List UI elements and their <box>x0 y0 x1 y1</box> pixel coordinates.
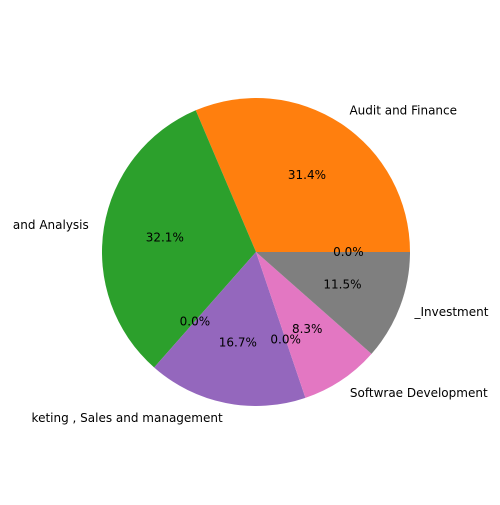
slice-percent-unlabeled-2: 0.0% <box>180 314 211 328</box>
slice-label-softwrae-development-5: Softwrae Development <box>350 386 488 400</box>
slice-percent-keting-sales-and-management-3: 16.7% <box>219 336 257 350</box>
pie-slice-and-analysis-1 <box>102 110 256 368</box>
slice-percent-investment-6: 11.5% <box>323 278 361 292</box>
slice-label-and-analysis-1: and Analysis <box>13 218 89 232</box>
pie-slices <box>102 98 410 406</box>
slice-percent-and-analysis-1: 32.1% <box>146 230 184 244</box>
slice-percent-unlabeled-4: 0.0% <box>270 333 301 347</box>
pie-slice-investment-6 <box>256 252 410 354</box>
pie-slice-softwrae-development-5 <box>256 252 372 398</box>
pie-slice-keting-sales-and-management-3 <box>154 252 306 406</box>
slice-label-keting-sales-and-management-3: keting , Sales and management <box>32 411 223 425</box>
slice-label-investment-6: _Investment <box>413 305 488 319</box>
pie-labels: Audit and Finance 31.4% and Analysis 32.1% 0… <box>13 104 489 425</box>
slice-percent-audit-and-finance-0: 31.4% <box>288 168 326 182</box>
slice-percent-softwrae-development-5: 8.3% <box>292 322 323 336</box>
slice-percent-unlabeled-7: 0.0% <box>333 245 364 259</box>
pie-slice-audit-and-finance-0 <box>195 98 410 252</box>
slice-label-audit-and-finance-0: Audit and Finance <box>349 104 457 118</box>
